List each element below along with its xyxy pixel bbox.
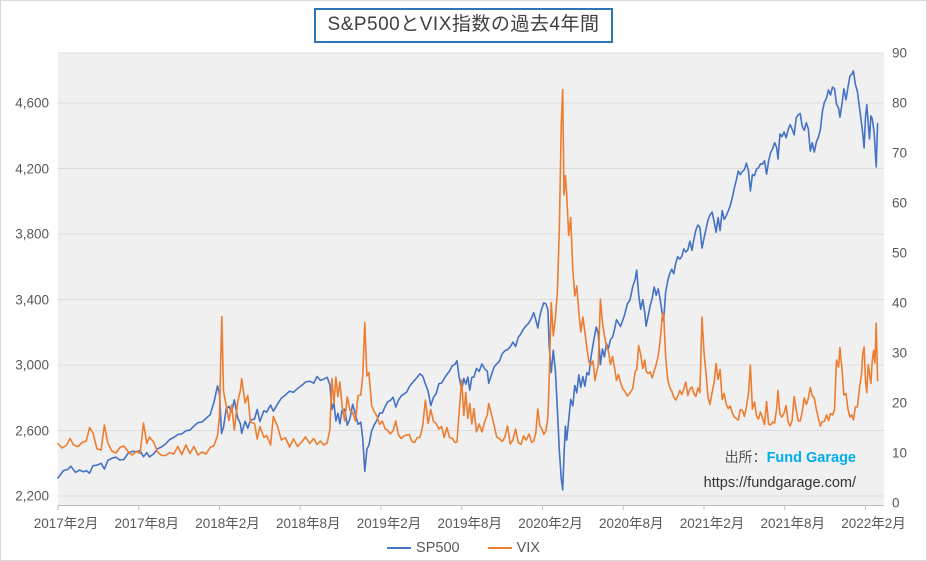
y-axis-right-label: 0 xyxy=(892,495,900,511)
x-axis-tick-label: 2021年8月 xyxy=(760,516,825,531)
x-axis-tick-label: 2020年2月 xyxy=(518,516,583,531)
chart-title: S&P500とVIX指数の過去4年間 xyxy=(313,8,614,43)
x-axis-tick-label: 2019年2月 xyxy=(356,516,422,531)
x-axis-tick-label: 2017年8月 xyxy=(114,516,180,531)
attribution-url[interactable]: https://fundgarage.com/ xyxy=(703,475,856,491)
y-axis-left-label: 4,200 xyxy=(15,161,49,176)
sp500-line xyxy=(57,70,879,491)
y-axis-right-label: 10 xyxy=(892,445,908,461)
title-wrap: S&P500とVIX指数の過去4年間 xyxy=(1,8,926,43)
vix-line xyxy=(57,88,879,457)
sp500-line-swatch xyxy=(387,547,412,549)
y-axis-right-label: 50 xyxy=(892,245,908,261)
y-axis-left-label: 2,600 xyxy=(15,423,49,438)
y-axis-right-label: 80 xyxy=(892,95,908,111)
legend-item-vix[interactable]: VIX xyxy=(487,540,540,556)
x-axis-tick-label: 2019年8月 xyxy=(437,516,503,531)
attribution: 出所：Fund Garage https://fundgarage.com/ xyxy=(704,445,856,496)
x-axis-tick-label: 2020年8月 xyxy=(598,516,664,531)
y-axis-right-label: 40 xyxy=(892,295,908,311)
y-axis-right-label: 90 xyxy=(892,45,908,61)
y-axis-left-label: 4,600 xyxy=(15,95,49,111)
y-axis-right-label: 70 xyxy=(892,145,908,161)
attribution-source-label: 出所： xyxy=(724,449,767,465)
x-axis-tick-label: 2018年8月 xyxy=(275,516,341,531)
y-axis-right-label: 60 xyxy=(892,195,908,211)
y-axis-left-label: 2,200 xyxy=(15,488,49,504)
legend-item-sp500[interactable]: SP500 xyxy=(387,540,460,556)
y-axis-left-label: 3,000 xyxy=(15,357,49,373)
y-axis-right-label: 30 xyxy=(892,345,908,361)
legend: SP500 VIX xyxy=(1,540,926,556)
legend-label-vix: VIX xyxy=(516,540,540,556)
vix-line-swatch xyxy=(487,547,512,549)
y-axis-right-label: 20 xyxy=(892,395,908,411)
y-axis-left-label: 3,400 xyxy=(15,292,49,307)
legend-label-sp500: SP500 xyxy=(416,540,460,556)
plot-background xyxy=(58,53,884,505)
x-axis-tick-label: 2018年2月 xyxy=(195,516,260,531)
x-axis-tick-label: 2022年2月 xyxy=(841,516,906,531)
attribution-brand: Fund Garage xyxy=(766,450,856,466)
x-axis-tick-label: 2017年2月 xyxy=(33,516,99,531)
y-axis-left-label: 3,800 xyxy=(15,226,49,242)
x-axis-tick-label: 2021年2月 xyxy=(679,516,745,531)
